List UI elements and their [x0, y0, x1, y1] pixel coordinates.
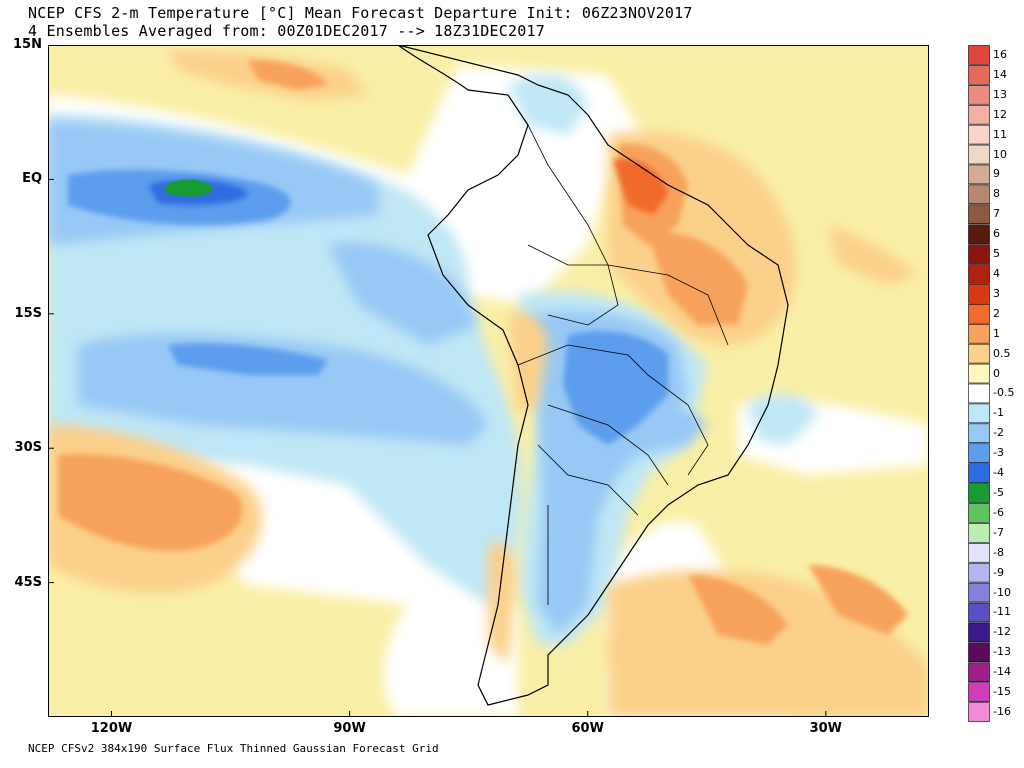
- title-line-2: 4 Ensembles Averaged from: 00Z01DEC2017 …: [28, 22, 545, 40]
- colorbar-label: -12: [993, 625, 1011, 639]
- colorbar-label: 9: [993, 167, 1000, 181]
- colorbar-label: 8: [993, 187, 1000, 201]
- colorbar-swatch: [968, 562, 990, 583]
- colorbar-label: 1: [993, 326, 1000, 340]
- colorbar-swatch: [968, 124, 990, 145]
- colorbar-swatch: [968, 503, 990, 523]
- colorbar-swatch: [968, 602, 990, 623]
- colorbar-swatch: [968, 104, 990, 125]
- colorbar-label: 14: [993, 67, 1007, 81]
- colorbar-label: 10: [993, 147, 1007, 161]
- coastlines: [397, 45, 789, 706]
- colorbar-swatch: [968, 682, 990, 702]
- colorbar-swatch: [968, 403, 990, 424]
- colorbar-swatch: [968, 284, 990, 304]
- colorbar-label: 2: [993, 306, 1000, 320]
- colorbar-label: -7: [993, 525, 1004, 539]
- colorbar-swatch: [968, 65, 990, 85]
- colorbar-label: -13: [993, 645, 1011, 659]
- lon-label: 90W: [333, 721, 366, 736]
- colorbar-swatch: [968, 224, 990, 244]
- colorbar-swatch: [968, 304, 990, 324]
- lat-label: 30S: [14, 440, 42, 456]
- colorbar-swatch: [968, 423, 990, 444]
- lat-label: 15S: [14, 305, 42, 321]
- colorbar-label: -6: [993, 505, 1004, 519]
- colorbar-swatch: [968, 483, 990, 503]
- colorbar-swatch: [968, 702, 990, 722]
- colorbar-swatch: [968, 523, 990, 543]
- colorbar-label: 0.5: [993, 346, 1011, 360]
- colorbar-swatch: [968, 662, 990, 682]
- colorbar-label: -0.5: [993, 386, 1015, 400]
- colorbar-label: -4: [993, 466, 1004, 480]
- colorbar-swatch: [968, 85, 990, 105]
- colorbar-swatch: [968, 383, 990, 404]
- colorbar-label: -3: [993, 446, 1004, 460]
- warm-anomaly-strong: [613, 159, 668, 215]
- colorbar-swatch: [968, 204, 990, 225]
- colorbar-label: -9: [993, 565, 1004, 579]
- colorbar-label: 16: [993, 47, 1007, 61]
- colorbar-label: 3: [993, 286, 1000, 300]
- lon-label: 30W: [809, 721, 843, 736]
- colorbar-swatch: [968, 323, 990, 344]
- colorbar-swatch: [968, 542, 990, 563]
- colorbar-label: -16: [993, 705, 1011, 719]
- lat-label: 45S: [14, 574, 42, 590]
- colorbar-label: 7: [993, 207, 1000, 221]
- colorbar-label: -2: [993, 426, 1004, 440]
- axis-ticks: [48, 45, 827, 717]
- colorbar-label: 11: [993, 127, 1007, 141]
- footer-caption: NCEP CFSv2 384x190 Surface Flux Thinned …: [28, 742, 439, 755]
- colorbar-label: -8: [993, 545, 1004, 559]
- colorbar-swatch: [968, 244, 990, 264]
- colorbar-label: -11: [993, 605, 1011, 619]
- colorbar-label: 13: [993, 87, 1007, 101]
- colorbar-swatch: [968, 582, 990, 603]
- colorbar-swatch: [968, 264, 990, 284]
- colorbar-swatch: [968, 642, 990, 663]
- colorbar-label: 5: [993, 247, 1000, 261]
- colorbar-swatch: [968, 144, 990, 165]
- lon-label: 60W: [571, 721, 604, 736]
- map-frame: [48, 45, 929, 717]
- anomaly-fields: [48, 50, 929, 717]
- colorbar-label: -1: [993, 406, 1004, 420]
- colorbar-label: 6: [993, 227, 1000, 241]
- colorbar-label: -15: [993, 685, 1011, 699]
- cold-anomaly-green-core: [166, 179, 213, 197]
- title-line-1: NCEP CFS 2-m Temperature [°C] Mean Forec…: [28, 4, 693, 22]
- lon-label: 120W: [90, 721, 133, 736]
- colorbar-label: -14: [993, 665, 1011, 679]
- colorbar-swatch: [968, 622, 990, 643]
- colorbar-swatch: [968, 363, 990, 384]
- colorbar-swatch: [968, 164, 990, 185]
- colorbar-label: -10: [993, 585, 1011, 599]
- colorbar-swatch: [968, 443, 990, 463]
- colorbar-label: 4: [993, 266, 1000, 280]
- colorbar-swatch: [968, 343, 990, 364]
- colorbar: [968, 45, 990, 722]
- colorbar-swatch: [968, 463, 990, 483]
- lat-label: 15N: [13, 37, 42, 52]
- colorbar-swatch: [968, 184, 990, 205]
- colorbar-label: 12: [993, 107, 1007, 121]
- colorbar-label: -5: [993, 486, 1004, 499]
- colorbar-swatch: [968, 45, 990, 65]
- country-borders: [517, 124, 729, 605]
- colorbar-label: 0: [993, 366, 1000, 380]
- lat-label: EQ: [22, 171, 42, 187]
- anomaly-map[interactable]: [48, 45, 929, 717]
